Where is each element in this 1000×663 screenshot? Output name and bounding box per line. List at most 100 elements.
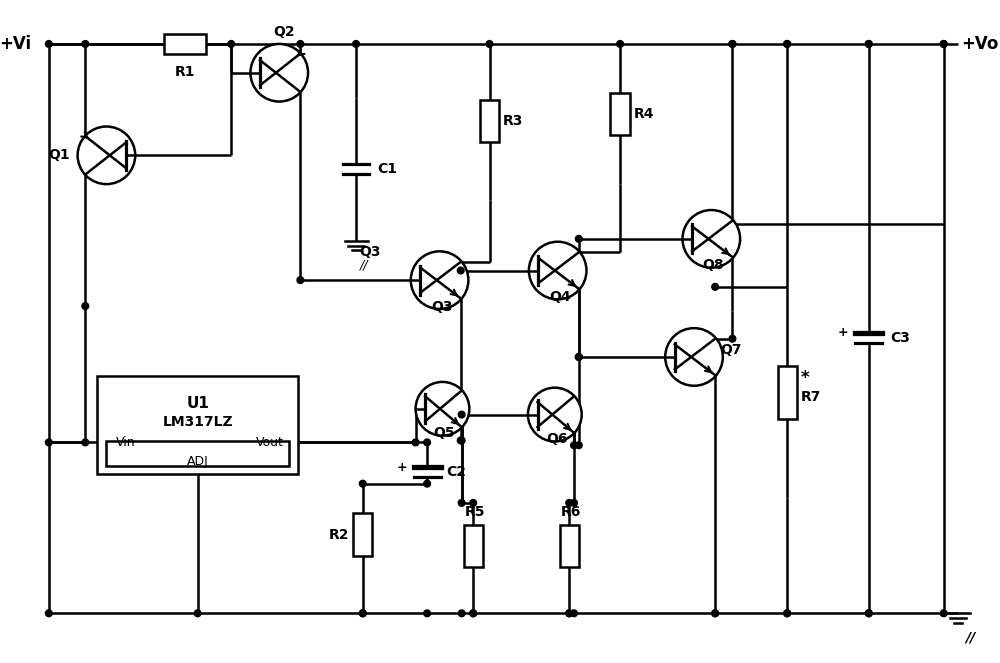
Circle shape <box>486 40 493 47</box>
Circle shape <box>683 210 740 268</box>
Circle shape <box>712 610 719 617</box>
Circle shape <box>424 480 430 487</box>
Circle shape <box>470 499 477 507</box>
Circle shape <box>729 40 736 47</box>
Circle shape <box>82 439 89 446</box>
Circle shape <box>571 610 577 617</box>
Circle shape <box>359 610 366 617</box>
Circle shape <box>359 610 366 617</box>
Circle shape <box>784 40 791 47</box>
Circle shape <box>297 276 304 284</box>
Circle shape <box>865 610 872 617</box>
Bar <box>778 365 797 420</box>
Text: R6: R6 <box>561 505 581 519</box>
Circle shape <box>729 40 736 47</box>
Circle shape <box>458 499 465 507</box>
Circle shape <box>250 44 308 101</box>
Text: U1: U1 <box>186 396 209 410</box>
Circle shape <box>865 40 872 47</box>
Text: ADJ: ADJ <box>187 455 209 468</box>
Circle shape <box>353 40 359 47</box>
Text: +: + <box>396 461 407 474</box>
Circle shape <box>194 610 201 617</box>
Text: Q6: Q6 <box>546 432 567 446</box>
Text: Q5: Q5 <box>434 426 455 440</box>
Circle shape <box>784 40 791 47</box>
Text: Q3: Q3 <box>359 245 380 259</box>
Bar <box>464 525 483 568</box>
Circle shape <box>424 610 430 617</box>
Bar <box>164 34 206 54</box>
Circle shape <box>712 610 719 617</box>
Text: R3: R3 <box>503 114 523 128</box>
Text: R1: R1 <box>175 65 195 79</box>
Circle shape <box>470 610 477 617</box>
Circle shape <box>865 40 872 47</box>
Circle shape <box>571 499 577 507</box>
Circle shape <box>457 437 464 444</box>
Circle shape <box>575 235 582 242</box>
Circle shape <box>359 480 366 487</box>
Text: LM317LZ: LM317LZ <box>162 415 233 429</box>
Text: Q3: Q3 <box>431 300 452 314</box>
Circle shape <box>940 40 947 47</box>
Bar <box>97 376 298 474</box>
Text: Q4: Q4 <box>549 290 570 304</box>
Circle shape <box>784 610 791 617</box>
Circle shape <box>529 242 586 299</box>
Bar <box>353 513 372 556</box>
Circle shape <box>729 335 736 342</box>
Circle shape <box>45 40 52 47</box>
Text: R7: R7 <box>801 391 821 404</box>
Text: *: * <box>801 369 809 387</box>
Text: +Vo: +Vo <box>961 35 998 53</box>
Circle shape <box>297 40 304 47</box>
Circle shape <box>424 439 430 446</box>
Circle shape <box>458 610 465 617</box>
Text: R5: R5 <box>465 505 485 519</box>
Text: R4: R4 <box>634 107 654 121</box>
Text: Q7: Q7 <box>720 343 741 357</box>
Circle shape <box>45 439 52 446</box>
Circle shape <box>45 610 52 617</box>
Text: Vin: Vin <box>116 436 135 449</box>
Circle shape <box>228 40 235 47</box>
Circle shape <box>865 610 872 617</box>
Circle shape <box>575 353 582 360</box>
Text: C3: C3 <box>890 331 910 345</box>
Text: C1: C1 <box>377 162 397 176</box>
Bar <box>106 442 289 466</box>
Circle shape <box>82 40 89 47</box>
Text: Q1: Q1 <box>48 149 70 162</box>
Text: //: // <box>359 258 368 271</box>
Circle shape <box>470 610 477 617</box>
Circle shape <box>712 284 719 290</box>
Circle shape <box>940 40 947 47</box>
Circle shape <box>665 328 723 386</box>
Circle shape <box>566 610 573 617</box>
Bar <box>610 93 630 135</box>
Text: R2: R2 <box>329 528 349 542</box>
Bar <box>560 525 579 568</box>
Text: +Vi: +Vi <box>0 35 32 53</box>
Text: C2: C2 <box>446 465 466 479</box>
Circle shape <box>528 388 582 442</box>
Circle shape <box>412 439 419 446</box>
Circle shape <box>411 251 468 309</box>
Text: Vout: Vout <box>256 436 284 449</box>
Circle shape <box>575 353 582 360</box>
Circle shape <box>940 610 947 617</box>
Circle shape <box>416 382 469 436</box>
Circle shape <box>457 267 464 274</box>
Text: Q2: Q2 <box>273 25 295 39</box>
Circle shape <box>566 610 573 617</box>
Circle shape <box>784 610 791 617</box>
Circle shape <box>82 303 89 310</box>
Circle shape <box>575 442 582 449</box>
Circle shape <box>617 40 623 47</box>
Text: //: // <box>965 631 976 644</box>
Circle shape <box>458 411 465 418</box>
Circle shape <box>571 442 577 449</box>
Circle shape <box>458 437 465 444</box>
Circle shape <box>78 127 135 184</box>
